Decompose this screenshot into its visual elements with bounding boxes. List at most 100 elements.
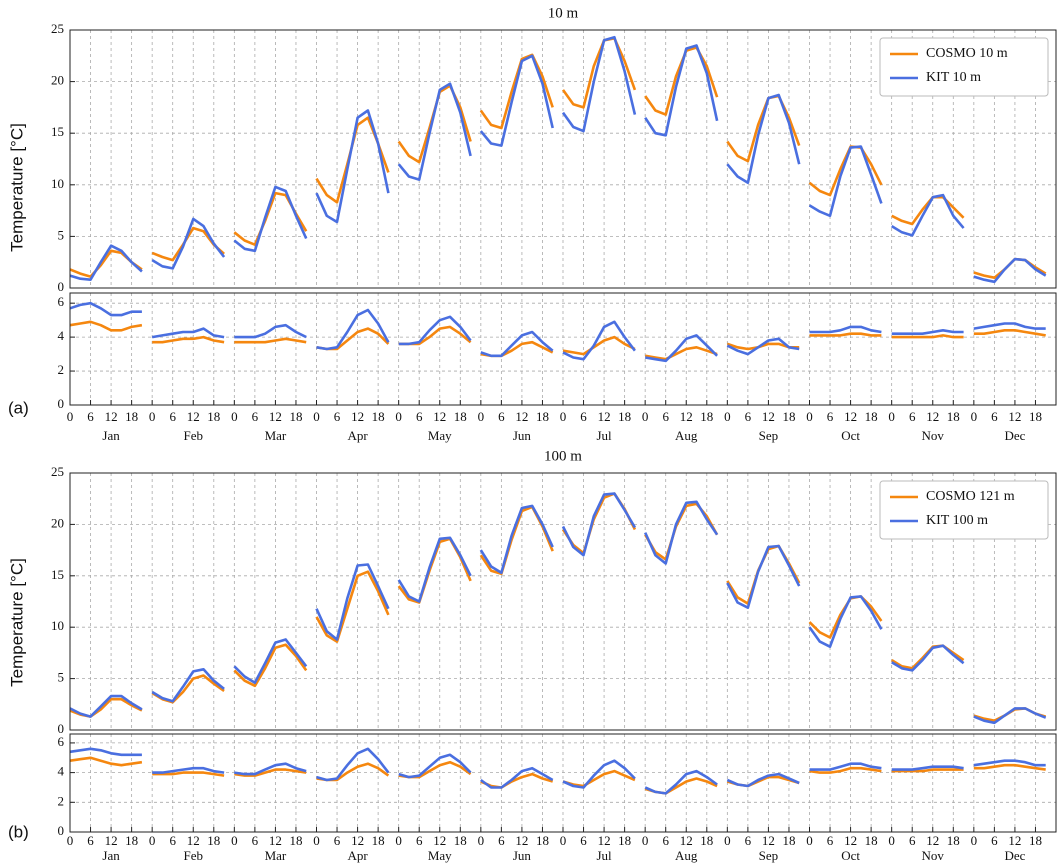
x-tick-label: 18 — [865, 833, 878, 848]
series-line — [644, 44, 719, 137]
x-tick-label: 18 — [782, 833, 795, 848]
series-line — [69, 320, 143, 332]
x-tick-label: 0 — [971, 833, 978, 848]
series-line — [561, 37, 637, 109]
x-tick-label: 12 — [433, 409, 446, 424]
series-line — [891, 329, 964, 335]
month-label: Aug — [675, 848, 698, 863]
x-tick-label: 18 — [289, 409, 302, 424]
plot-frame — [69, 733, 1057, 833]
x-tick-label: 0 — [560, 833, 567, 848]
x-tick-label: 12 — [926, 409, 939, 424]
series-line — [479, 54, 554, 147]
x-tick-label: 12 — [433, 833, 446, 848]
series-line — [69, 747, 142, 757]
legend-label: COSMO 121 m — [926, 489, 1015, 504]
x-tick-label: 12 — [351, 409, 364, 424]
chart-title: 10 m — [548, 5, 579, 21]
x-tick-label: 12 — [105, 409, 118, 424]
series-line — [891, 768, 964, 773]
series-line — [644, 769, 718, 795]
month-label: Mar — [265, 428, 287, 443]
series-line — [891, 644, 965, 672]
series-line — [973, 322, 1046, 330]
series-line — [397, 536, 472, 603]
x-tick-label: 18 — [125, 409, 138, 424]
x-tick-label: 12 — [762, 833, 775, 848]
x-tick-label: 12 — [515, 409, 528, 424]
x-tick-label: 0 — [806, 833, 813, 848]
series-line — [316, 747, 390, 782]
series-line — [644, 500, 719, 565]
month-label: May — [428, 428, 452, 443]
series-line — [726, 544, 801, 605]
month-label: Jul — [596, 848, 612, 863]
x-tick-label: 18 — [865, 409, 878, 424]
series-line — [315, 116, 390, 204]
series-line — [480, 330, 554, 358]
series-line — [315, 570, 390, 643]
series-line — [808, 595, 883, 648]
series-line — [562, 335, 636, 356]
series-line — [234, 768, 307, 777]
y-tick-label: 4 — [58, 328, 65, 343]
x-tick-label: 18 — [618, 409, 631, 424]
y-tick-label: 20 — [51, 73, 64, 88]
y-tick-label: 5 — [58, 670, 65, 685]
series-line — [891, 644, 965, 670]
series-line — [562, 759, 636, 789]
series-line — [809, 762, 882, 771]
month-label: Mar — [265, 848, 287, 863]
x-tick-label: 0 — [971, 409, 978, 424]
x-tick-label: 0 — [231, 833, 238, 848]
x-tick-label: 0 — [478, 409, 485, 424]
series-line — [973, 759, 1046, 767]
series-line — [69, 244, 143, 281]
x-tick-label: 6 — [87, 409, 94, 424]
series-line — [479, 505, 554, 575]
x-tick-label: 18 — [947, 409, 960, 424]
x-tick-label: 12 — [187, 409, 200, 424]
series-line — [480, 340, 554, 358]
x-tick-label: 18 — [289, 833, 302, 848]
series-line — [316, 762, 390, 782]
y-tick-label: 2 — [58, 362, 65, 377]
x-tick-label: 6 — [909, 409, 916, 424]
month-label: Apr — [347, 428, 368, 443]
series-line — [561, 492, 637, 557]
series-line — [69, 756, 143, 767]
month-label: Aug — [675, 428, 698, 443]
x-tick-label: 6 — [827, 833, 834, 848]
series-line — [234, 323, 307, 339]
x-tick-label: 0 — [478, 833, 485, 848]
y-tick-label: 10 — [51, 618, 64, 633]
y-axis-label: Temperature [°C] — [7, 558, 26, 687]
month-label: Apr — [347, 848, 368, 863]
month-label: Jun — [513, 428, 532, 443]
x-tick-label: 0 — [395, 409, 402, 424]
x-tick-label: 12 — [844, 833, 857, 848]
x-tick-label: 6 — [991, 409, 998, 424]
x-tick-label: 18 — [947, 833, 960, 848]
x-tick-label: 18 — [207, 833, 220, 848]
series-line — [151, 327, 225, 339]
x-tick-label: 0 — [724, 409, 731, 424]
x-tick-label: 0 — [313, 409, 320, 424]
series-line — [562, 769, 636, 788]
x-tick-label: 18 — [536, 409, 549, 424]
y-tick-label: 0 — [58, 279, 65, 294]
series-line — [480, 766, 554, 789]
x-tick-label: 6 — [745, 409, 752, 424]
x-tick-label: 18 — [618, 833, 631, 848]
series-line — [398, 753, 472, 779]
legend-label: KIT 10 m — [926, 70, 981, 85]
legend-label: COSMO 10 m — [926, 46, 1008, 61]
x-tick-label: 18 — [372, 833, 385, 848]
x-tick-label: 6 — [169, 833, 176, 848]
series-line — [69, 301, 142, 317]
y-tick-label: 10 — [51, 176, 64, 191]
series-line — [479, 504, 554, 574]
month-label: Sep — [759, 848, 779, 863]
series-line — [234, 337, 307, 344]
x-tick-label: 6 — [498, 833, 505, 848]
